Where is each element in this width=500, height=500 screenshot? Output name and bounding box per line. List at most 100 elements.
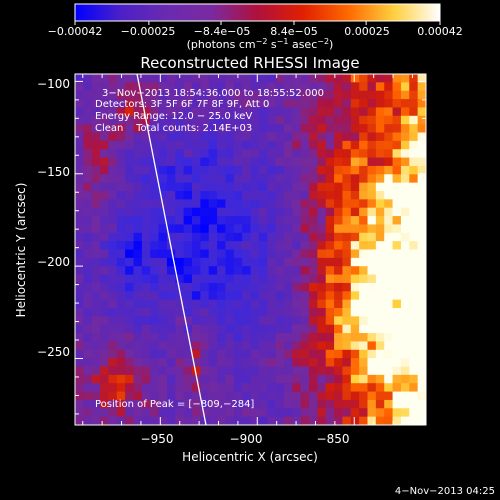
heatmap-cell	[334, 107, 343, 117]
heatmap-cell	[317, 216, 327, 225]
heatmap-cell	[267, 349, 277, 359]
heatmap-cell	[75, 416, 84, 425]
colorbar-tick-label: 0.00025	[344, 25, 390, 38]
heatmap-cell	[309, 207, 318, 217]
heatmap-cell	[375, 316, 385, 326]
heatmap-cell	[367, 207, 377, 217]
heatmap-cell	[283, 241, 293, 250]
heatmap-cell	[317, 257, 327, 267]
heatmap-cell	[125, 165, 134, 175]
heatmap-cell	[150, 333, 160, 342]
heatmap-cell	[342, 191, 352, 200]
heatmap-cell	[342, 132, 352, 142]
heatmap-cell	[392, 90, 402, 100]
heatmap-cell	[309, 241, 318, 250]
heatmap-cell	[417, 182, 426, 192]
heatmap-cell	[166, 182, 176, 192]
heatmap-cell	[208, 216, 218, 225]
heatmap-cell	[225, 82, 235, 92]
heatmap-cell	[183, 191, 193, 200]
heatmap-cell	[275, 90, 285, 100]
heatmap-cell	[258, 391, 268, 401]
heatmap-cell	[108, 149, 118, 159]
heatmap-cell	[367, 216, 377, 225]
annotation-block: 3−Nov−2013 18:54:36.000 to 18:55:52.000 …	[95, 88, 324, 134]
heatmap-cell	[292, 399, 302, 409]
heatmap-cell	[225, 232, 235, 242]
heatmap-cell	[409, 416, 419, 425]
heatmap-cell	[83, 99, 93, 108]
heatmap-cell	[417, 282, 426, 292]
heatmap-cell	[359, 174, 368, 184]
heatmap-cell	[91, 149, 101, 159]
heatmap-cell	[258, 374, 268, 384]
heatmap-cell	[350, 124, 360, 133]
heatmap-cell	[350, 366, 360, 376]
heatmap-cell	[217, 358, 226, 367]
heatmap-cell	[275, 241, 285, 250]
heatmap-cell	[133, 366, 143, 376]
heatmap-cell	[108, 374, 118, 384]
heatmap-cell	[217, 291, 226, 301]
heatmap-cell	[166, 207, 176, 217]
heatmap-cell	[250, 399, 260, 409]
heatmap-cell	[384, 274, 394, 284]
heatmap-cell	[409, 199, 419, 209]
heatmap-cell	[108, 140, 118, 150]
heatmap-cell	[233, 341, 243, 351]
heatmap-cell	[275, 174, 285, 184]
heatmap-cell	[359, 199, 368, 209]
heatmap-cell	[283, 366, 293, 376]
heatmap-cell	[317, 124, 327, 133]
heatmap-cell	[175, 232, 185, 242]
heatmap-cell	[250, 249, 260, 259]
heatmap-cell	[258, 399, 268, 409]
heatmap-cell	[75, 291, 84, 301]
heatmap-cell	[417, 124, 426, 133]
heatmap-cell	[334, 341, 343, 351]
heatmap-cell	[192, 291, 201, 301]
heatmap-cell	[367, 124, 377, 133]
heatmap-cell	[400, 266, 410, 276]
heatmap-cell	[91, 341, 101, 351]
heatmap-cell	[375, 99, 385, 108]
heatmap-cell	[233, 391, 243, 401]
heatmap-cell	[75, 224, 84, 234]
heatmap-cell	[175, 299, 185, 309]
heatmap-cell	[392, 374, 402, 384]
heatmap-cell	[200, 99, 210, 108]
heatmap-cell	[292, 182, 302, 192]
heatmap-cell	[283, 199, 293, 209]
heatmap-cell	[258, 124, 268, 133]
heatmap-cell	[233, 349, 243, 359]
heatmap-cell	[158, 241, 168, 250]
heatmap-cell	[141, 149, 151, 159]
y-tick-label: −200	[37, 255, 70, 269]
heatmap-cell	[367, 324, 377, 334]
heatmap-cell	[375, 107, 385, 117]
heatmap-cell	[208, 165, 218, 175]
colorbar-tick-label: 0.00042	[417, 25, 463, 38]
heatmap-cell	[125, 391, 134, 401]
heatmap-cell	[250, 241, 260, 250]
heatmap-cell	[225, 383, 235, 393]
heatmap-cell	[150, 349, 160, 359]
heatmap-cell	[400, 107, 410, 117]
heatmap-cell	[325, 157, 335, 167]
heatmap-cell	[392, 282, 402, 292]
heatmap-cell	[317, 232, 327, 242]
heatmap-cell	[417, 383, 426, 393]
heatmap-cell	[384, 216, 394, 225]
heatmap-cell	[392, 366, 402, 376]
heatmap-cell	[300, 132, 310, 142]
heatmap-cell	[250, 191, 260, 200]
heatmap-cell	[183, 107, 193, 117]
heatmap-cell	[100, 291, 109, 301]
heatmap-cell	[116, 366, 126, 376]
heatmap-cell	[141, 391, 151, 401]
heatmap-cell	[317, 358, 327, 367]
heatmap-cell	[225, 349, 235, 359]
heatmap-cell	[242, 241, 251, 250]
heatmap-cell	[108, 324, 118, 334]
heatmap-cell	[208, 149, 218, 159]
